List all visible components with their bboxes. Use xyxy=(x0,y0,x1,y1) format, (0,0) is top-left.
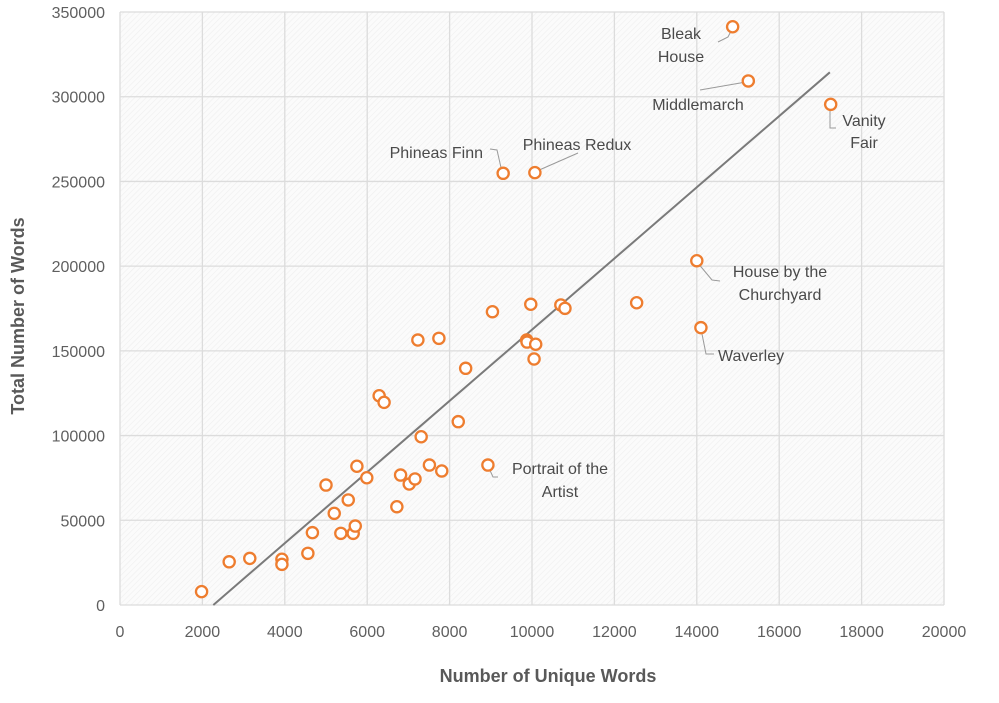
data-point-marker xyxy=(334,526,348,541)
leader-line xyxy=(700,328,714,355)
y-axis-tick-labels: 0 50000 100000 150000 200000 250000 300000 3500… xyxy=(52,5,105,615)
data-point-marker xyxy=(390,499,404,514)
y-tick-label: 250000 xyxy=(52,174,105,191)
data-point-marker xyxy=(348,519,363,533)
y-tick-label: 150000 xyxy=(52,344,105,361)
x-tick-label: 2000 xyxy=(185,624,221,641)
data-point-marker xyxy=(725,19,740,34)
data-point-marker xyxy=(481,458,495,472)
data-point-marker xyxy=(222,555,236,569)
point-label: Middlemarch xyxy=(652,97,744,114)
point-label: Fair xyxy=(850,135,878,152)
leader-line xyxy=(699,81,747,91)
x-axis-tick-labels: 0 2000 4000 6000 8000 10000 12000 14000 16000 180… xyxy=(116,624,967,641)
data-point-marker xyxy=(301,546,315,561)
point-label: Waverley xyxy=(718,348,784,365)
y-axis-title: Total Number of Words xyxy=(8,217,28,414)
point-label: Phineas Finn xyxy=(390,145,483,162)
x-tick-label: 0 xyxy=(116,624,125,641)
data-point-marker xyxy=(341,493,355,507)
data-point-marker xyxy=(694,320,708,335)
data-point-marker xyxy=(305,525,320,540)
x-tick-label: 12000 xyxy=(592,624,637,641)
x-tick-label: 18000 xyxy=(839,624,884,641)
point-label: Phineas Redux xyxy=(523,137,632,154)
point-label: House xyxy=(658,49,704,66)
x-tick-label: 8000 xyxy=(432,624,468,641)
data-point-marker xyxy=(527,352,541,366)
x-tick-label: 6000 xyxy=(349,624,385,641)
data-point-marker xyxy=(243,551,257,566)
data-point-marker xyxy=(350,459,364,473)
data-point-marker xyxy=(528,337,543,351)
data-point-marker xyxy=(741,74,756,88)
leader-line xyxy=(489,148,503,173)
data-point-marker xyxy=(194,584,209,599)
leader-line xyxy=(696,261,721,282)
data-point-marker xyxy=(496,166,510,181)
data-point-marker xyxy=(435,464,449,478)
data-point-marker xyxy=(823,97,838,112)
data-point-marker xyxy=(524,297,538,312)
point-label: Churchyard xyxy=(739,287,822,304)
y-tick-label: 300000 xyxy=(52,90,105,107)
data-point-marker xyxy=(327,506,341,521)
x-tick-label: 16000 xyxy=(757,624,802,641)
x-tick-label: 4000 xyxy=(267,624,303,641)
data-point-marker xyxy=(393,468,408,482)
data-point-marker xyxy=(377,395,391,410)
data-points xyxy=(194,19,838,599)
data-point-marker xyxy=(319,478,333,492)
data-point-marker xyxy=(690,253,704,268)
point-label: Artist xyxy=(542,484,579,501)
leader-line xyxy=(829,106,836,129)
y-tick-label: 100000 xyxy=(52,429,105,446)
data-point-marker xyxy=(458,361,473,376)
data-point-marker xyxy=(432,331,446,346)
data-point-marker xyxy=(485,304,500,319)
data-point-marker xyxy=(451,414,466,429)
y-tick-label: 0 xyxy=(96,598,105,615)
data-point-marker xyxy=(629,295,644,310)
point-annotations: Bleak House Middlemarch Vanity Fair Phineas F… xyxy=(390,26,886,501)
point-label: Portrait of the xyxy=(512,461,608,478)
y-tick-label: 50000 xyxy=(61,513,106,530)
data-point-marker xyxy=(408,472,422,486)
leader-line xyxy=(536,152,579,172)
point-label: Bleak xyxy=(661,26,702,43)
point-label: Vanity xyxy=(842,113,885,130)
data-point-marker xyxy=(411,333,425,347)
data-point-marker xyxy=(528,165,542,180)
y-tick-label: 350000 xyxy=(52,5,105,22)
data-point-marker xyxy=(275,557,289,572)
point-label: House by the xyxy=(733,264,827,281)
y-tick-label: 200000 xyxy=(52,259,105,276)
gridlines xyxy=(119,11,945,606)
data-point-marker xyxy=(414,430,428,444)
data-point-marker xyxy=(558,301,572,316)
x-tick-label: 10000 xyxy=(510,624,555,641)
x-axis-title: Number of Unique Words xyxy=(440,666,657,686)
data-point-marker xyxy=(422,458,437,472)
data-point-marker xyxy=(360,471,374,485)
x-tick-label: 20000 xyxy=(922,624,967,641)
x-tick-label: 14000 xyxy=(675,624,720,641)
